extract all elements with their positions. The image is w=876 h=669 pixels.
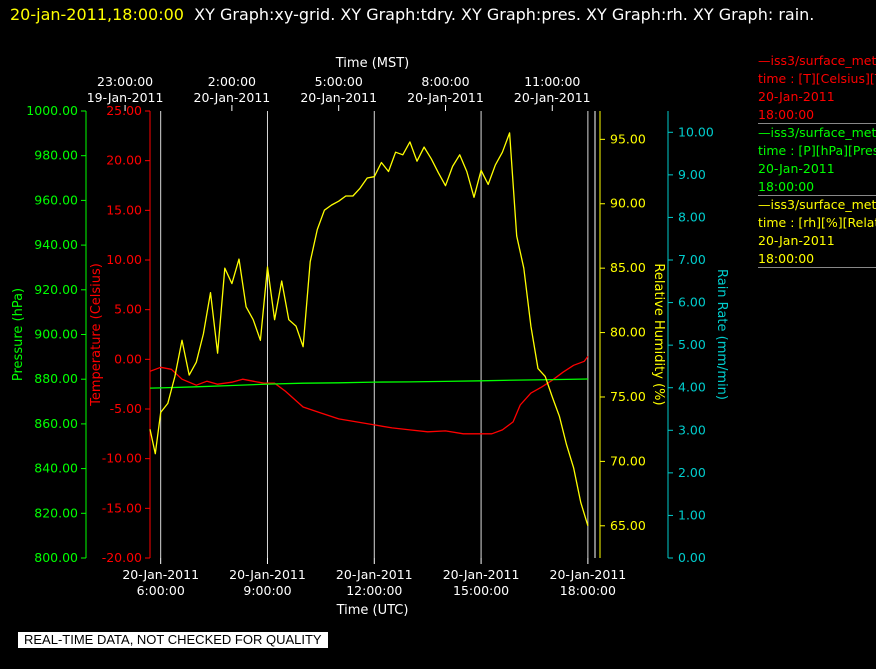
- title-datetime: 20-jan-2011,18:00:00: [10, 5, 184, 24]
- x-bottom-tick-date: 20-Jan-2011: [443, 567, 520, 582]
- x-top-tick-date: 19-Jan-2011: [87, 90, 164, 105]
- y-tick-label-rain: 10.00: [678, 124, 714, 139]
- legend-entry-pressure: —iss3/surface_met time : [P][hPa][Pressu…: [758, 124, 876, 196]
- series-line-temp: [149, 356, 589, 435]
- y-tick-label-pres: 840.00: [34, 461, 78, 476]
- x-bottom-tick-date: 20-Jan-2011: [122, 567, 199, 582]
- y-tick-label-temp: 0.00: [114, 351, 142, 366]
- y-tick-label-pres: 940.00: [34, 237, 78, 252]
- y-tick-label-pres: 980.00: [34, 148, 78, 163]
- quality-warning-label: REAL-TIME DATA, NOT CHECKED FOR QUALITY: [18, 632, 328, 648]
- y-tick-label-rain: 5.00: [678, 337, 706, 352]
- legend-temperature-source: —iss3/surface_met: [758, 53, 876, 68]
- x-bottom-tick-time: 6:00:00: [137, 583, 185, 598]
- y-tick-label-temp: 5.00: [114, 302, 142, 317]
- x-top-axis-label: Time (MST): [335, 56, 410, 71]
- y-tick-label-pres: 820.00: [34, 505, 78, 520]
- legend-humidity-source: —iss3/surface_met: [758, 197, 876, 212]
- y-tick-label-temp: 25.00: [106, 103, 142, 118]
- x-bottom-tick-time: 12:00:00: [346, 583, 402, 598]
- y-tick-label-rh: 70.00: [610, 453, 646, 468]
- x-bottom-tick-date: 20-Jan-2011: [550, 567, 627, 582]
- legend-divider: [758, 123, 876, 124]
- x-top-tick-date: 20-Jan-2011: [194, 90, 271, 105]
- x-top-tick-time: 23:00:00: [97, 74, 153, 89]
- legend-temperature-date: 20-Jan-2011: [758, 89, 835, 104]
- y-tick-label-rh: 90.00: [610, 196, 646, 211]
- y-tick-label-temp: 10.00: [106, 252, 142, 267]
- y-axis-label-pres: Pressure (hPa): [11, 288, 26, 381]
- x-bottom-tick-time: 15:00:00: [453, 583, 509, 598]
- legend-pressure-source: —iss3/surface_met: [758, 125, 876, 140]
- legend-pressure-date: 20-Jan-2011: [758, 161, 835, 176]
- y-tick-label-rh: 95.00: [610, 131, 646, 146]
- y-tick-label-rain: 9.00: [678, 167, 706, 182]
- y-tick-label-rain: 1.00: [678, 507, 706, 522]
- y-tick-label-pres: 920.00: [34, 282, 78, 297]
- axes-layer: 20-Jan-20116:00:0020-Jan-20119:00:0020-J…: [11, 56, 729, 618]
- legend-humidity-time: 18:00:00: [758, 251, 815, 266]
- y-tick-label-rh: 75.00: [610, 389, 646, 404]
- series-layer: [149, 132, 589, 526]
- title-graph-list: XY Graph:xy-grid. XY Graph:tdry. XY Grap…: [194, 5, 815, 24]
- legend-divider: [758, 267, 876, 268]
- x-top-tick-time: 11:00:00: [524, 74, 580, 89]
- legend-entry-temperature: —iss3/surface_met time : [T][Celsius][Te…: [758, 52, 876, 124]
- x-bottom-tick-time: 9:00:00: [243, 583, 291, 598]
- y-tick-label-temp: -15.00: [102, 500, 142, 515]
- x-bottom-tick-date: 20-Jan-2011: [229, 567, 306, 582]
- legend-pressure-variable: time : [P][hPa][Pressu: [758, 143, 876, 158]
- y-tick-label-temp: -5.00: [110, 401, 142, 416]
- y-tick-label-rain: 6.00: [678, 295, 706, 310]
- x-bottom-axis-label: Time (UTC): [336, 603, 409, 618]
- y-tick-label-pres: 1000.00: [26, 103, 78, 118]
- series-line-pres: [149, 378, 588, 389]
- graph-title-line: 20-jan-2011,18:00:00 XY Graph:xy-grid. X…: [10, 2, 870, 28]
- legend-humidity-variable: time : [rh][%][Relative: [758, 215, 876, 230]
- legend-pressure-time: 18:00:00: [758, 179, 815, 194]
- y-tick-label-rain: 8.00: [678, 209, 706, 224]
- x-top-tick-date: 20-Jan-2011: [300, 90, 377, 105]
- x-top-tick-time: 8:00:00: [421, 74, 469, 89]
- x-top-tick-date: 20-Jan-2011: [407, 90, 484, 105]
- series-line-rh: [149, 132, 589, 526]
- y-tick-label-rh: 65.00: [610, 518, 646, 533]
- y-tick-label-rain: 4.00: [678, 380, 706, 395]
- y-tick-label-temp: -10.00: [102, 451, 142, 466]
- y-tick-label-temp: 20.00: [106, 153, 142, 168]
- y-axis-label-temp: Temperature (Celsius): [89, 263, 104, 407]
- x-top-tick-date: 20-Jan-2011: [514, 90, 591, 105]
- grid-layer: [160, 111, 589, 558]
- y-tick-label-pres: 900.00: [34, 327, 78, 342]
- y-tick-label-pres: 800.00: [34, 550, 78, 565]
- y-tick-label-rain: 2.00: [678, 465, 706, 480]
- x-bottom-tick-date: 20-Jan-2011: [336, 567, 413, 582]
- x-top-tick-time: 2:00:00: [208, 74, 256, 89]
- y-axis-label-rain: Rain Rate (mm/min): [714, 269, 729, 400]
- y-tick-label-rain: 0.00: [678, 550, 706, 565]
- legend-divider: [758, 195, 876, 196]
- y-tick-label-rain: 7.00: [678, 252, 706, 267]
- legend-humidity-date: 20-Jan-2011: [758, 233, 835, 248]
- y-axis-label-rh: Relative Humidity (%): [651, 263, 666, 405]
- y-tick-label-rh: 85.00: [610, 260, 646, 275]
- x-top-tick-time: 5:00:00: [315, 74, 363, 89]
- x-bottom-tick-time: 18:00:00: [560, 583, 616, 598]
- legend-temperature-variable: time : [T][Celsius][Tem: [758, 71, 876, 86]
- y-tick-label-pres: 960.00: [34, 192, 78, 207]
- y-tick-label-temp: 15.00: [106, 202, 142, 217]
- legend-temperature-time: 18:00:00: [758, 107, 815, 122]
- y-tick-label-pres: 880.00: [34, 371, 78, 386]
- y-tick-label-rh: 80.00: [610, 325, 646, 340]
- y-tick-label-pres: 860.00: [34, 416, 78, 431]
- y-tick-label-rain: 3.00: [678, 422, 706, 437]
- y-tick-label-temp: -20.00: [102, 550, 142, 565]
- legend-entry-humidity: —iss3/surface_met time : [rh][%][Relativ…: [758, 196, 876, 268]
